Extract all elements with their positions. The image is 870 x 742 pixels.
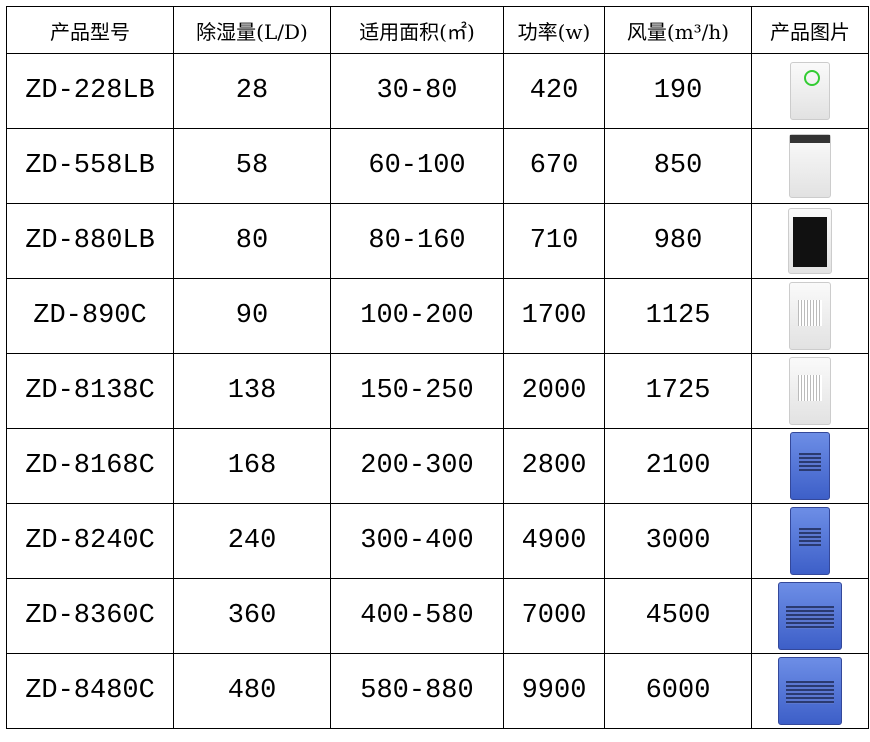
product-image — [789, 357, 831, 425]
product-image — [790, 507, 830, 575]
header-model: 产品型号 — [6, 6, 174, 54]
header-airflow: 风量(m³/h) — [604, 6, 752, 54]
airflow-cell: 4500 — [604, 578, 752, 654]
area-cell: 580-880 — [330, 653, 504, 729]
image-cell — [751, 353, 869, 429]
area-cell: 30-80 — [330, 53, 504, 129]
capacity-cell: 138 — [173, 353, 331, 429]
area-cell: 150-250 — [330, 353, 504, 429]
power-cell: 2000 — [503, 353, 605, 429]
header-row: 产品型号 除湿量(L/D) 适用面积(㎡) 功率(w) 风量(m³/h) 产品图… — [6, 6, 869, 54]
model-cell: ZD-558LB — [6, 128, 174, 204]
image-cell — [751, 503, 869, 579]
header-power: 功率(w) — [503, 6, 605, 54]
product-image — [778, 657, 842, 725]
table-row: ZD-558LB 58 60-100 670 850 — [6, 128, 869, 204]
model-cell: ZD-890C — [6, 278, 174, 354]
image-cell — [751, 128, 869, 204]
model-cell: ZD-8138C — [6, 353, 174, 429]
capacity-cell: 168 — [173, 428, 331, 504]
image-cell — [751, 203, 869, 279]
power-cell: 2800 — [503, 428, 605, 504]
header-area: 适用面积(㎡) — [330, 6, 504, 54]
area-cell: 100-200 — [330, 278, 504, 354]
airflow-cell: 850 — [604, 128, 752, 204]
product-image — [790, 62, 830, 120]
table-row: ZD-8168C 168 200-300 2800 2100 — [6, 428, 869, 504]
area-cell: 200-300 — [330, 428, 504, 504]
image-cell — [751, 653, 869, 729]
model-cell: ZD-8240C — [6, 503, 174, 579]
capacity-cell: 360 — [173, 578, 331, 654]
table-row: ZD-228LB 28 30-80 420 190 — [6, 53, 869, 129]
power-cell: 670 — [503, 128, 605, 204]
airflow-cell: 3000 — [604, 503, 752, 579]
capacity-cell: 80 — [173, 203, 331, 279]
image-cell — [751, 428, 869, 504]
capacity-cell: 90 — [173, 278, 331, 354]
model-cell: ZD-228LB — [6, 53, 174, 129]
power-cell: 4900 — [503, 503, 605, 579]
power-cell: 710 — [503, 203, 605, 279]
airflow-cell: 2100 — [604, 428, 752, 504]
area-cell: 80-160 — [330, 203, 504, 279]
capacity-cell: 28 — [173, 53, 331, 129]
header-image: 产品图片 — [751, 6, 869, 54]
product-spec-table: 产品型号 除湿量(L/D) 适用面积(㎡) 功率(w) 风量(m³/h) 产品图… — [6, 6, 869, 729]
image-cell — [751, 578, 869, 654]
airflow-cell: 1125 — [604, 278, 752, 354]
capacity-cell: 480 — [173, 653, 331, 729]
image-cell — [751, 53, 869, 129]
airflow-cell: 6000 — [604, 653, 752, 729]
model-cell: ZD-8360C — [6, 578, 174, 654]
image-cell — [751, 278, 869, 354]
table-row: ZD-8138C 138 150-250 2000 1725 — [6, 353, 869, 429]
product-image — [789, 134, 831, 198]
capacity-cell: 58 — [173, 128, 331, 204]
power-cell: 1700 — [503, 278, 605, 354]
table-row: ZD-8480C 480 580-880 9900 6000 — [6, 653, 869, 729]
area-cell: 400-580 — [330, 578, 504, 654]
capacity-cell: 240 — [173, 503, 331, 579]
table-row: ZD-890C 90 100-200 1700 1125 — [6, 278, 869, 354]
airflow-cell: 190 — [604, 53, 752, 129]
area-cell: 60-100 — [330, 128, 504, 204]
power-cell: 7000 — [503, 578, 605, 654]
product-image — [790, 432, 830, 500]
product-image — [789, 282, 831, 350]
table-row: ZD-880LB 80 80-160 710 980 — [6, 203, 869, 279]
product-image — [788, 208, 832, 274]
table-row: ZD-8360C 360 400-580 7000 4500 — [6, 578, 869, 654]
power-cell: 9900 — [503, 653, 605, 729]
model-cell: ZD-8168C — [6, 428, 174, 504]
model-cell: ZD-8480C — [6, 653, 174, 729]
header-capacity: 除湿量(L/D) — [173, 6, 331, 54]
airflow-cell: 1725 — [604, 353, 752, 429]
table-row: ZD-8240C 240 300-400 4900 3000 — [6, 503, 869, 579]
airflow-cell: 980 — [604, 203, 752, 279]
model-cell: ZD-880LB — [6, 203, 174, 279]
product-image — [778, 582, 842, 650]
power-cell: 420 — [503, 53, 605, 129]
area-cell: 300-400 — [330, 503, 504, 579]
